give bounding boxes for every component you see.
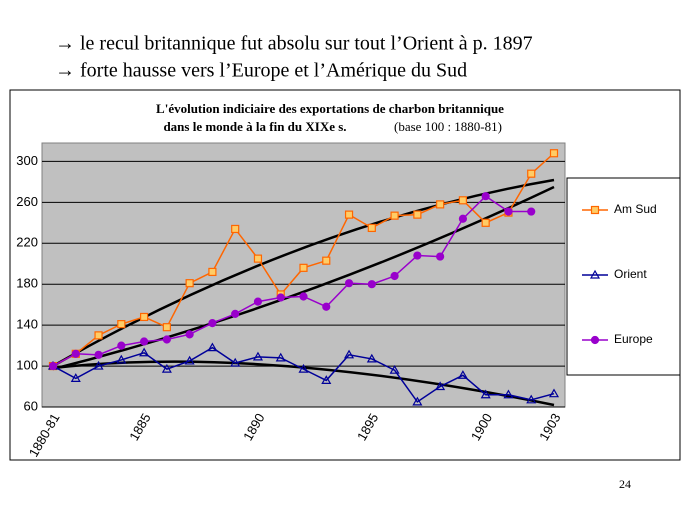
marker bbox=[413, 251, 422, 260]
marker bbox=[589, 269, 601, 279]
y-tick-label: 100 bbox=[16, 358, 38, 373]
marker bbox=[116, 354, 127, 364]
marker bbox=[435, 381, 446, 391]
marker bbox=[71, 349, 80, 358]
y-tick-label: 180 bbox=[16, 276, 38, 291]
marker bbox=[162, 323, 171, 332]
series-line bbox=[52, 346, 555, 403]
marker bbox=[70, 373, 81, 382]
marker bbox=[458, 196, 468, 205]
marker bbox=[390, 211, 399, 220]
marker bbox=[207, 342, 218, 352]
series-line bbox=[52, 195, 532, 367]
y-tick-label: 220 bbox=[16, 235, 38, 250]
marker bbox=[527, 207, 536, 216]
marker bbox=[253, 297, 263, 306]
marker bbox=[436, 200, 445, 209]
chart-title: L'évolution indiciaire des exportations … bbox=[156, 101, 504, 116]
marker bbox=[367, 280, 376, 289]
marker bbox=[161, 363, 172, 373]
marker bbox=[117, 320, 126, 329]
marker bbox=[93, 360, 104, 370]
marker bbox=[94, 331, 103, 340]
marker bbox=[322, 256, 331, 265]
marker bbox=[549, 149, 559, 158]
marker bbox=[436, 252, 445, 261]
marker bbox=[503, 389, 514, 399]
marker bbox=[458, 214, 468, 223]
legend bbox=[566, 177, 681, 376]
marker bbox=[184, 355, 195, 365]
series bbox=[47, 149, 560, 406]
marker bbox=[275, 352, 286, 362]
marker bbox=[231, 309, 240, 318]
marker bbox=[344, 349, 355, 359]
y-tick-label: 300 bbox=[16, 153, 38, 168]
marker bbox=[185, 330, 194, 339]
marker bbox=[230, 357, 241, 367]
legend-label: Orient bbox=[614, 267, 647, 281]
marker bbox=[139, 312, 149, 322]
marker bbox=[548, 388, 560, 398]
marker bbox=[139, 337, 149, 346]
marker bbox=[94, 350, 103, 359]
chart-title: dans le monde à la fin du XIXe s. bbox=[163, 119, 346, 134]
marker bbox=[527, 169, 536, 178]
y-tick-label: 260 bbox=[16, 194, 38, 209]
marker bbox=[590, 335, 600, 345]
marker bbox=[321, 375, 332, 384]
page-number: 24 bbox=[619, 477, 631, 491]
marker bbox=[48, 361, 58, 371]
marker bbox=[504, 207, 513, 216]
marker bbox=[253, 254, 263, 263]
marker bbox=[185, 279, 194, 288]
marker bbox=[276, 293, 285, 302]
marker bbox=[412, 396, 423, 406]
y-tick-label: 60 bbox=[24, 398, 38, 413]
marker bbox=[322, 302, 331, 311]
marker bbox=[481, 192, 490, 201]
marker bbox=[457, 370, 468, 379]
marker bbox=[389, 364, 400, 374]
marker bbox=[367, 223, 376, 233]
marker bbox=[344, 279, 354, 288]
marker bbox=[590, 205, 600, 215]
marker bbox=[139, 347, 150, 357]
marker bbox=[390, 271, 399, 281]
marker bbox=[366, 353, 377, 363]
marker bbox=[231, 224, 240, 234]
legend-entries: Am Sud Orient Europe bbox=[582, 202, 657, 346]
marker bbox=[298, 363, 309, 373]
marker bbox=[117, 341, 126, 350]
legend-label: Am Sud bbox=[614, 202, 657, 216]
marker bbox=[526, 394, 537, 404]
marker bbox=[480, 389, 491, 399]
chart-subtitle: (base 100 : 1880-81) bbox=[394, 119, 502, 134]
y-tick-label: 140 bbox=[16, 317, 38, 332]
marker bbox=[208, 267, 217, 277]
marker bbox=[413, 210, 422, 219]
legend-label: Europe bbox=[614, 332, 653, 346]
marker bbox=[299, 292, 308, 301]
marker bbox=[299, 263, 308, 272]
bullet: → le recul britannique fut absolu sur to… bbox=[55, 33, 533, 55]
marker bbox=[252, 351, 263, 361]
marker bbox=[481, 218, 490, 227]
bullet: → forte hausse vers l’Europe et l’Amériq… bbox=[55, 60, 467, 82]
marker bbox=[344, 210, 354, 219]
marker bbox=[208, 318, 217, 328]
marker bbox=[162, 335, 171, 344]
